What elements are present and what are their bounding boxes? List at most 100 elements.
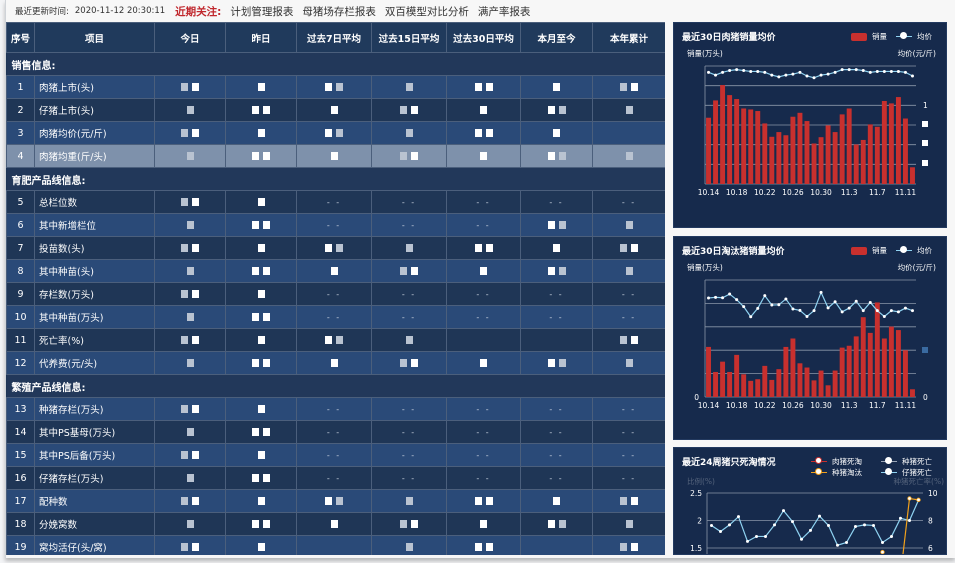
link-plan-report[interactable]: 计划管理报表 [230, 5, 294, 18]
table-row[interactable]: 10 其中种苗(万头) - - - - - - - - - - [6, 305, 665, 329]
row-number: 12 [6, 351, 35, 375]
value-cell: - - [371, 282, 447, 306]
table-row[interactable]: 16 仔猪存栏(万头) - - - - - - - - - - [6, 466, 665, 490]
price-point [742, 69, 746, 73]
legend-sales[interactable]: 销量 [851, 245, 887, 256]
table-row[interactable]: 4 肉猪均重(斤/头) [6, 144, 665, 168]
legend-sales[interactable]: 销量 [851, 31, 887, 42]
value-cell [592, 351, 665, 375]
value-cell [592, 121, 665, 145]
price-point [840, 310, 844, 314]
link-sow-stock-report[interactable]: 母猪场存栏报表 [302, 5, 376, 18]
value-cell: - - [592, 282, 665, 306]
link-model-compare[interactable]: 双百模型对比分析 [384, 5, 469, 18]
bar [783, 135, 789, 184]
value-cell [154, 282, 226, 306]
link-full-production-report[interactable]: 满产率报表 [477, 5, 531, 18]
row-number: 4 [6, 144, 35, 168]
value-cell: - - [371, 443, 447, 467]
table-row[interactable]: 1 肉猪上市(头) [6, 75, 665, 99]
value-cell: - - [296, 397, 372, 421]
table-row[interactable]: 15 其中PS后备(万头) - - - - - - - - - - [6, 443, 665, 467]
piglet-death-point [863, 523, 866, 527]
table-row[interactable]: 17 配种数 [6, 489, 665, 513]
column-header: 昨日 [225, 22, 297, 53]
value-cell [371, 512, 447, 536]
bar [811, 143, 817, 184]
x-tick-label: 11.11 [895, 401, 917, 410]
table-row[interactable]: 3 肉猪均价(元/斤) [6, 121, 665, 145]
bar [769, 136, 775, 184]
value-text: - - [621, 473, 637, 483]
value-text: - - [326, 404, 342, 414]
value-cell: - - [296, 443, 372, 467]
price-point [805, 74, 809, 78]
piglet-death-point [827, 523, 830, 527]
value-cell [446, 75, 521, 99]
legend-price[interactable]: 均价 [896, 31, 932, 42]
y2-axis-title: 种猪死亡率(%) [893, 477, 944, 486]
value-cell [154, 466, 226, 490]
line-marker-icon [811, 457, 827, 465]
redacted-value [263, 313, 270, 321]
legend-breeder-death[interactable]: 种猪死亡 [881, 456, 932, 467]
value-cell: - - [520, 190, 593, 214]
bar [797, 112, 803, 184]
piglet-death-point [782, 509, 785, 513]
price-point [777, 75, 781, 79]
value-cell [154, 190, 226, 214]
value-cell [296, 98, 372, 122]
bar [776, 132, 782, 184]
y2-tick-label: 6 [928, 544, 933, 553]
redacted-value [181, 198, 188, 206]
value-cell [520, 98, 593, 122]
redacted-value [263, 152, 270, 160]
x-tick-label: 10.22 [754, 401, 776, 410]
value-cell [296, 489, 372, 513]
redacted-value [192, 83, 199, 91]
column-header: 过去15日平均 [371, 22, 447, 53]
redacted-value [181, 83, 188, 91]
bar [790, 116, 796, 184]
table-row[interactable]: 9 存栏数(万头) - - - - - - - - - - [6, 282, 665, 306]
legend-price[interactable]: 均价 [896, 245, 932, 256]
value-cell [446, 328, 521, 352]
redacted-value [257, 83, 265, 91]
value-cell: - - [446, 420, 521, 444]
table-row[interactable]: 2 仔猪上市(头) [6, 98, 665, 122]
row-number: 9 [6, 282, 35, 306]
table-row[interactable]: 7 投苗数(头) [6, 236, 665, 260]
table-row[interactable]: 11 死亡率(%) [6, 328, 665, 352]
legend-piglet-death[interactable]: 仔猪死亡 [881, 467, 932, 478]
value-text: - - [476, 312, 491, 322]
redacted-value [325, 83, 332, 91]
table-row[interactable]: 5 总栏位数 - - - - - - - - - - [6, 190, 665, 214]
table-row[interactable]: 19 窝均活仔(头/窝) [6, 535, 665, 555]
redacted-value [181, 405, 188, 413]
y-axis-title: 销量(万头) [687, 263, 723, 272]
legend-breeder-cull[interactable]: 种猪淘汰 [811, 467, 862, 478]
redacted-value [620, 497, 627, 505]
price-point [735, 298, 739, 302]
piglet-death-point [899, 516, 902, 520]
bar [860, 139, 866, 184]
x-tick-label: 10.26 [782, 401, 804, 410]
table-row[interactable]: 6 其中新增栏位 - - - - - - [6, 213, 665, 237]
table-row[interactable]: 8 其中种苗(头) [6, 259, 665, 283]
value-cell [592, 259, 665, 283]
value-text: - - [549, 404, 564, 414]
table-row[interactable]: 14 其中PS基母(万头) - - - - - - - - - - [6, 420, 665, 444]
redacted-value [405, 336, 413, 344]
table-row[interactable]: 13 种猪存栏(万头) - - - - - - - - - - [6, 397, 665, 421]
bar [888, 103, 894, 184]
price-point [707, 296, 711, 300]
redacted-value [553, 129, 560, 137]
redacted-value [336, 129, 343, 137]
legend-finisher-mortality[interactable]: 肉猪死淘 [811, 456, 862, 467]
price-point [714, 295, 718, 299]
redacted-value [181, 497, 188, 505]
y-tick-label: 2.5 [690, 489, 702, 498]
y-axis-title: 比例(%) [687, 477, 715, 486]
table-row[interactable]: 12 代养费(元/头) [6, 351, 665, 375]
table-row[interactable]: 18 分娩窝数 [6, 512, 665, 536]
